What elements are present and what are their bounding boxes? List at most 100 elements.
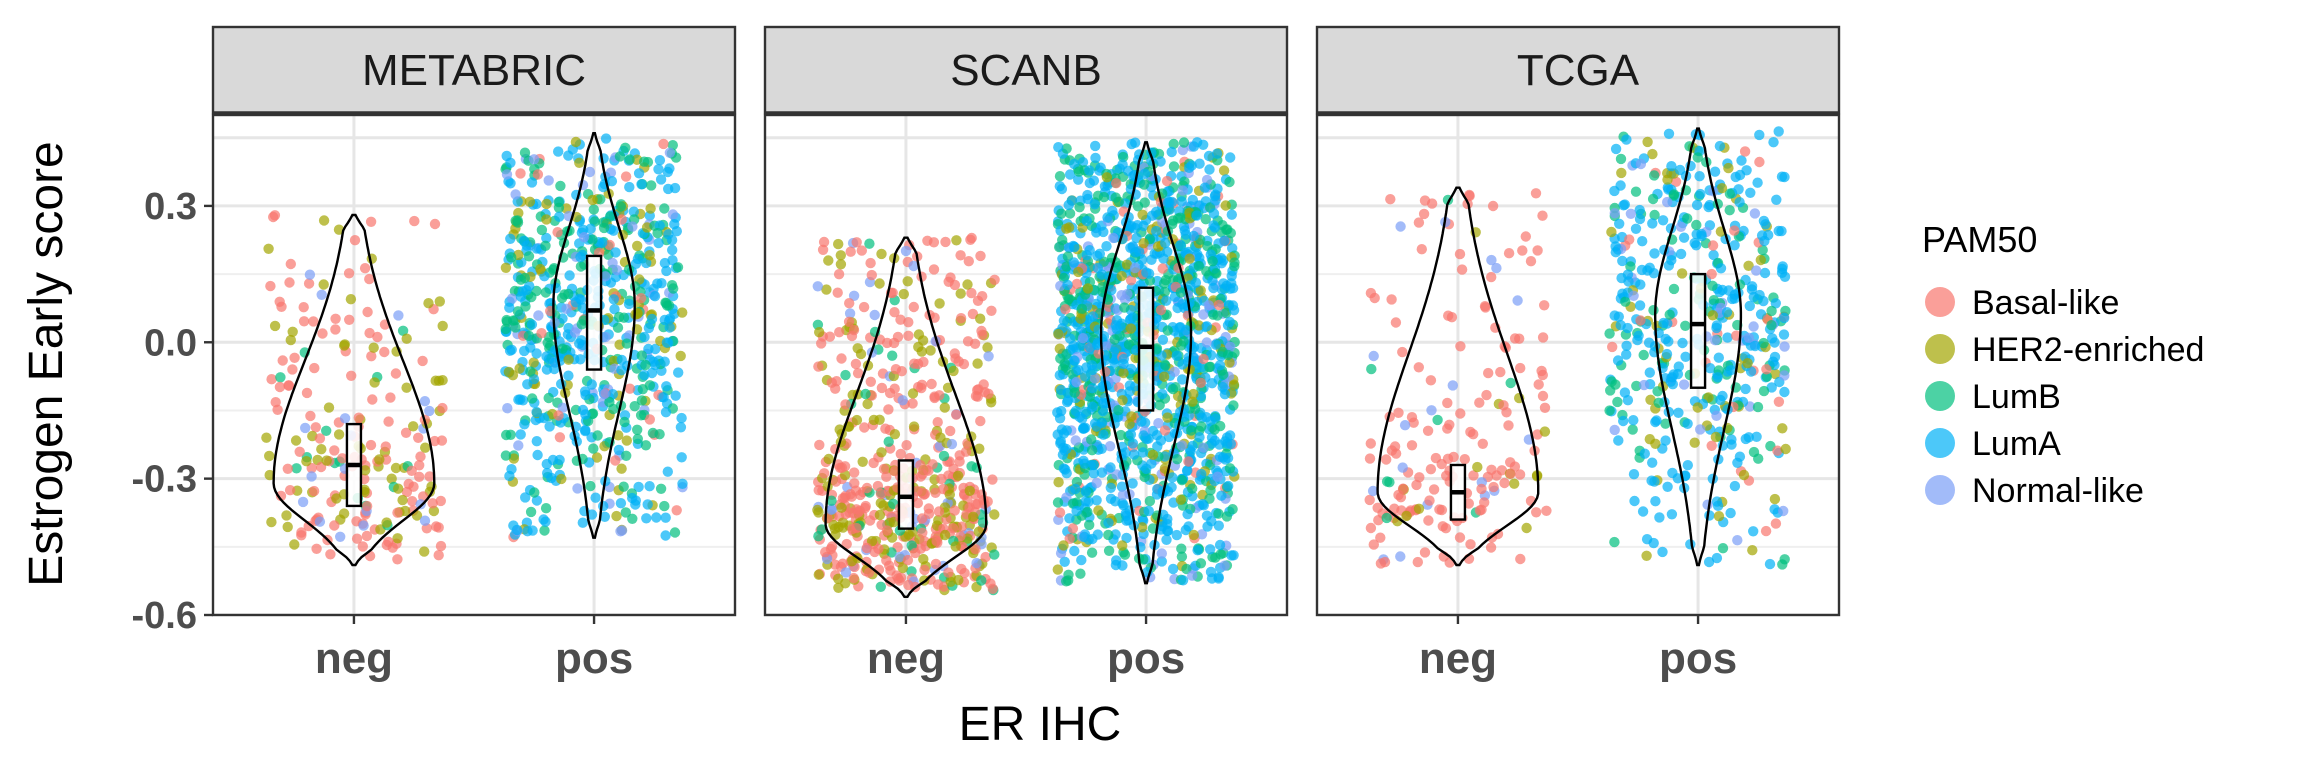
data-point	[1732, 457, 1743, 468]
data-point	[1121, 259, 1133, 270]
data-point	[1227, 504, 1238, 515]
data-point	[1068, 355, 1080, 366]
data-point	[1365, 522, 1377, 534]
data-point	[584, 166, 596, 178]
data-point	[980, 551, 991, 563]
data-point	[576, 319, 587, 330]
data-point	[1172, 454, 1183, 465]
data-point	[520, 492, 531, 503]
data-point	[940, 236, 951, 248]
data-point	[975, 313, 986, 324]
data-point	[610, 247, 621, 258]
data-point	[621, 450, 632, 461]
data-point	[1710, 431, 1722, 443]
data-point	[962, 279, 973, 290]
data-point	[1657, 546, 1668, 558]
data-point	[1668, 369, 1679, 380]
data-point	[587, 234, 598, 245]
data-point	[383, 536, 394, 547]
data-point	[660, 407, 672, 418]
legend-label: LumA	[1972, 425, 2061, 463]
data-point	[644, 380, 656, 391]
data-point	[526, 177, 538, 188]
data-point	[1621, 349, 1632, 360]
data-point	[1668, 283, 1680, 295]
data-point	[1365, 438, 1377, 449]
data-point	[1064, 513, 1075, 524]
data-point	[543, 175, 554, 186]
data-point	[282, 463, 293, 474]
data-point	[869, 309, 880, 321]
data-point	[577, 339, 589, 351]
data-point	[529, 487, 540, 498]
data-point	[1155, 156, 1166, 167]
data-point	[1637, 236, 1648, 247]
panel-content	[1364, 126, 1791, 570]
data-point	[835, 259, 847, 270]
data-point	[1147, 449, 1159, 460]
data-point	[588, 204, 599, 215]
data-point	[536, 328, 547, 339]
data-point	[269, 320, 281, 332]
data-point	[843, 316, 855, 327]
data-point	[586, 379, 597, 390]
data-point	[934, 298, 945, 309]
data-point	[1177, 374, 1188, 385]
data-point	[1413, 217, 1425, 228]
data-point	[1208, 309, 1219, 320]
data-point	[608, 403, 619, 415]
data-point	[553, 196, 564, 208]
data-point	[1472, 461, 1483, 473]
data-point	[1714, 286, 1725, 298]
data-point	[1639, 448, 1651, 459]
data-point	[505, 429, 516, 440]
data-point	[1634, 300, 1646, 311]
data-point	[966, 287, 977, 299]
data-point	[1678, 379, 1690, 390]
data-point	[1064, 533, 1075, 544]
data-point	[624, 154, 635, 165]
data-point	[1779, 370, 1790, 381]
data-point	[1745, 187, 1756, 198]
data-point	[1208, 220, 1219, 231]
data-point	[1624, 234, 1635, 245]
data-point	[836, 353, 847, 364]
data-point	[864, 515, 876, 526]
data-point	[314, 516, 326, 527]
data-point	[620, 171, 632, 182]
data-point	[261, 432, 272, 443]
data-point	[630, 495, 641, 506]
data-point	[1537, 390, 1549, 402]
data-point	[858, 301, 870, 313]
data-point	[844, 308, 856, 319]
data-point	[1221, 280, 1232, 291]
data-point	[1754, 129, 1765, 141]
data-point	[1708, 249, 1719, 261]
data-point	[987, 474, 998, 485]
data-point	[1191, 210, 1203, 221]
data-point	[608, 355, 620, 367]
data-point	[605, 211, 616, 222]
data-point	[1204, 164, 1215, 175]
data-point	[1712, 372, 1723, 383]
data-point	[925, 345, 936, 356]
data-point	[1091, 495, 1102, 506]
data-point	[1630, 223, 1642, 234]
data-point	[649, 291, 661, 302]
data-point	[1111, 315, 1123, 326]
data-point	[889, 466, 900, 477]
data-point	[434, 296, 445, 307]
data-point	[536, 224, 548, 236]
data-point	[1666, 161, 1677, 172]
data-point	[923, 503, 934, 514]
data-point	[1200, 214, 1212, 225]
data-point	[1082, 506, 1093, 518]
data-point	[423, 298, 434, 309]
data-point	[1207, 551, 1218, 563]
data-point	[624, 383, 636, 394]
data-point	[632, 240, 643, 252]
data-point	[409, 215, 420, 227]
data-point	[913, 329, 925, 340]
data-point	[368, 342, 379, 353]
data-point	[1136, 522, 1148, 533]
